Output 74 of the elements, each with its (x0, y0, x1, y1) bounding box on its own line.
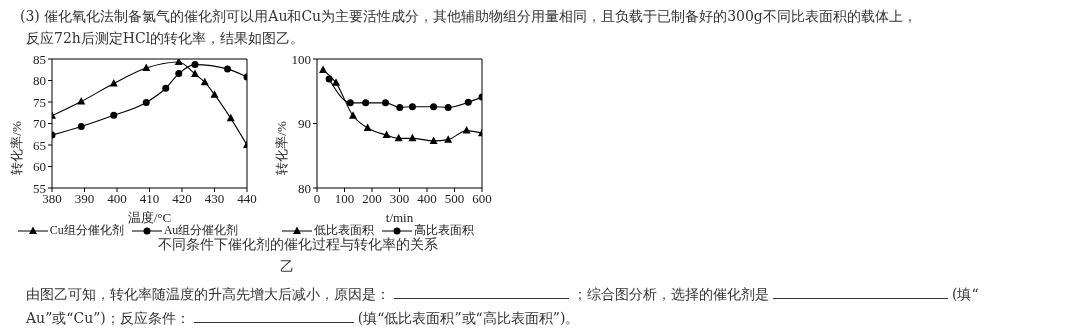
text: 乙 (280, 258, 294, 276)
point (319, 65, 328, 73)
text: (填“低比表面积”或“高比表面积”)。 (357, 310, 580, 326)
point (444, 103, 452, 111)
legend-label: 高比表面积 (414, 222, 474, 237)
y-tick-label: 60 (33, 159, 46, 175)
point (174, 59, 183, 66)
point (346, 99, 354, 107)
point (349, 111, 358, 119)
x-tick-label: 300 (389, 191, 410, 207)
legend-label: Cu组分催化剂 (49, 222, 124, 239)
x-tick-label: 500 (444, 191, 465, 207)
y-tick-label: 80 (298, 180, 311, 196)
x-tick-label: 410 (139, 191, 160, 207)
point (408, 103, 416, 111)
point (226, 113, 235, 122)
y-tick-label: 70 (33, 116, 46, 132)
y-tick-label: 75 (33, 94, 46, 110)
text: 不同条件下催化剂的催化过程与转化率的关系 (158, 236, 438, 254)
text: (填“ (952, 286, 979, 302)
text: ；综合图分析，选择的催化剂是 (573, 286, 769, 302)
point (175, 70, 183, 78)
point (444, 135, 453, 143)
point (382, 130, 391, 139)
point (142, 98, 150, 106)
x-axis-title: 温度/°C (127, 210, 172, 225)
point (162, 84, 170, 92)
x-tick-label: 200 (362, 191, 382, 207)
point (381, 99, 389, 107)
x-tick-label: 390 (74, 191, 95, 207)
x-tick-label: 100 (334, 191, 355, 207)
text: 由图乙可知，转化率随温度的升高先增大后减小，原因是： (26, 286, 390, 302)
x-tick-label: 400 (107, 191, 127, 207)
point (430, 103, 438, 111)
point (77, 97, 86, 105)
point (394, 133, 403, 142)
point (224, 65, 231, 73)
x-axis-title: t/min (385, 210, 414, 225)
point (142, 63, 151, 72)
point (396, 103, 404, 111)
x-tick-label: 0 (313, 191, 321, 207)
point (331, 78, 340, 86)
legend-label: Au组分催化剂 (163, 222, 239, 238)
point (408, 133, 417, 142)
y-tick-label: 65 (33, 137, 46, 153)
x-tick-label: 600 (472, 191, 492, 207)
point (210, 90, 219, 98)
x-tick-label: 430 (204, 191, 225, 207)
point (464, 98, 472, 106)
point (362, 99, 370, 107)
x-tick-label: 400 (417, 191, 437, 207)
point (200, 77, 209, 86)
point (191, 61, 199, 69)
text: Au”或“Cu”)；反应条件： (26, 310, 190, 326)
point (191, 69, 199, 78)
point (325, 75, 333, 83)
text: 反应72h后测定HCl的转化率，结果如图乙。 (26, 30, 305, 48)
point (77, 123, 85, 131)
x-tick-label: 420 (172, 191, 192, 207)
point (363, 123, 372, 132)
y-axis-title: 转化率/% (274, 120, 290, 177)
y-tick-label: 80 (33, 73, 46, 89)
y-tick-label: 100 (291, 51, 311, 67)
y-axis-title: 转化率/% (9, 120, 25, 177)
point (462, 126, 471, 134)
y-tick-label: 55 (33, 180, 46, 196)
point (110, 111, 118, 119)
text: (3) 催化氧化法制备氯气的催化剂可以用Au和Cu为主要活性成分，其他辅助物组分用量相同，且负载于已制备好的300g不同比表面积的载体上， (20, 8, 917, 26)
legend-label: 低比表面积 (314, 222, 374, 237)
point (429, 136, 438, 144)
y-tick-label: 90 (298, 116, 311, 132)
point (109, 79, 118, 87)
y-tick-label: 85 (33, 51, 46, 67)
x-tick-label: 440 (237, 191, 257, 207)
